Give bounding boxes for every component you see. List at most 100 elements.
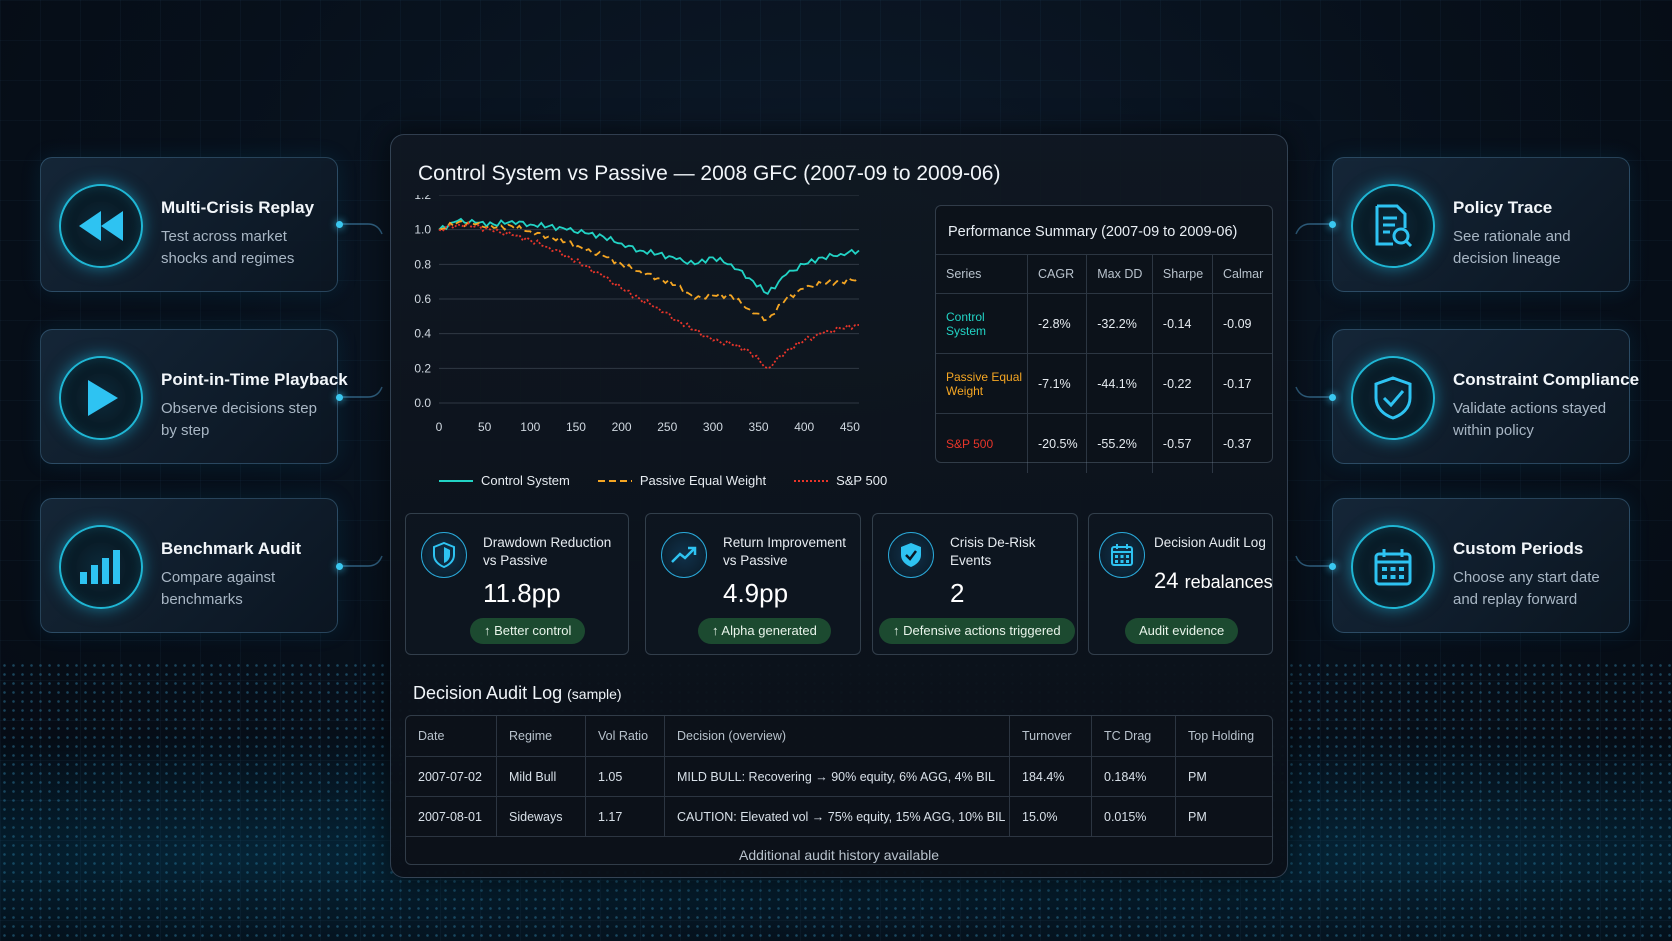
kpi-badge: ↑ Alpha generated [698,618,831,644]
additional-history-link[interactable]: Additional audit history available [406,836,1272,864]
shield-check-icon [888,532,934,578]
line-chart: 0.0 0.2 0.4 0.6 0.8 1.0 1.2 0 50 100 150 200 250 300 3… [414,195,860,434]
column-header: Regime [496,716,586,757]
kpi-label: Crisis De-Risk Events [950,535,1036,568]
feature-card-point-in-time-playback[interactable]: Point-in-Time Playback Observe decisions… [40,329,348,464]
series-line-control-system [438,217,860,295]
feature-title: Constraint Compliance [1453,370,1640,389]
kpi-value: 11.8pp [483,578,561,608]
x-tick-label: 250 [657,420,677,434]
table-header-row: Date Regime Vol Ratio Decision (overview… [406,716,1272,757]
table-row[interactable]: 2007-08-01 Sideways 1.17 CAUTION: Elevat… [406,796,1272,836]
tc-drag-cell: 0.184% [1091,756,1176,797]
feature-description: Validate actions stayed within policy [1453,400,1607,439]
legend-label: Control System [481,473,570,488]
feature-title: Point-in-Time Playback [161,370,348,389]
performance-table: Series CAGR Max DD Sharpe Calmar Control… [936,254,1272,473]
y-tick-label: 0.4 [414,327,431,341]
feature-card-constraint-compliance[interactable]: Constraint Compliance Validate actions s… [1332,329,1639,464]
feature-description: Choose any start date and replay forward [1453,569,1600,608]
x-tick-label: 100 [520,420,540,434]
vol-ratio-cell: 1.17 [585,796,665,836]
x-tick-label: 400 [794,420,814,434]
table-row: S&P 500 -20.5% -55.2% -0.57 -0.37 [936,413,1272,473]
cagr-cell: -2.8% [1026,293,1087,354]
shield-check-icon [1351,356,1435,440]
shield-icon [421,532,467,578]
series-line-s-p-500 [438,221,860,370]
feature-card-multi-crisis-replay[interactable]: Multi-Crisis Replay Test across market s… [40,157,338,292]
kpi-badge: ↑ Better control [470,618,586,644]
calmar-cell: -0.09 [1211,293,1272,354]
audit-log-title: Decision Audit Log (sample) [413,683,622,703]
right-connectors [1295,223,1334,567]
date-cell: 2007-08-01 [406,796,497,836]
series-name: S&P 500 [936,413,1028,473]
kpi-card-crisis-derisk: Crisis De-Risk Events 2 ↑ Defensive acti… [872,513,1078,655]
kpi-card-return-improvement: Return Improvement vs Passive 4.9pp ↑ Al… [645,513,861,655]
decision-cell: MILD BULL: Recovering → 90% equity, 6% A… [664,756,1010,797]
kpi-label: Decision Audit Log [1154,535,1266,550]
connector-dot [336,563,343,570]
x-tick-label: 450 [840,420,860,434]
trend-up-icon [661,532,707,578]
maxdd-cell: -55.2% [1086,413,1153,473]
column-header: Calmar [1211,254,1272,294]
kpi-badge: ↑ Defensive actions triggered [879,618,1075,644]
column-header: Max DD [1086,254,1153,294]
document-search-icon [1351,184,1435,268]
y-tick-label: 1.0 [414,223,431,237]
feature-title: Benchmark Audit [161,539,302,558]
left-connectors [340,223,383,567]
column-header: Vol Ratio [585,716,665,757]
regime-cell: Mild Bull [496,756,586,797]
calendar-icon [1351,525,1435,609]
audit-log-table: Date Regime Vol Ratio Decision (overview… [405,715,1273,865]
x-tick-label: 50 [478,420,492,434]
connector-dot [1329,221,1336,228]
y-tick-label: 1.2 [414,195,431,202]
x-tick-label: 200 [612,420,632,434]
y-tick-label: 0.6 [414,292,431,306]
feature-description: Compare against benchmarks [161,569,276,608]
vol-ratio-cell: 1.05 [585,756,665,797]
column-header: Series [936,254,1028,294]
kpi-card-decision-audit-log: Decision Audit Log 24 rebalances Audit e… [1088,513,1273,655]
legend-label: S&P 500 [836,473,888,488]
feature-card-custom-periods[interactable]: Custom Periods Choose any start date and… [1332,498,1630,633]
kpi-badge: Audit evidence [1125,618,1239,644]
column-header: Top Holding [1175,716,1272,757]
feature-card-policy-trace[interactable]: Policy Trace See rationale and decision … [1332,157,1630,292]
table-row: Passive Equal Weight -7.1% -44.1% -0.22 … [936,353,1272,414]
cagr-cell: -20.5% [1026,413,1087,473]
table-row[interactable]: 2007-07-02 Mild Bull 1.05 MILD BULL: Rec… [406,756,1272,797]
x-tick-label: 0 [436,420,443,434]
legend-label: Passive Equal Weight [639,473,767,488]
kpi-card-drawdown-reduction: Drawdown Reduction vs Passive 11.8pp ↑ B… [405,513,629,655]
calmar-cell: -0.37 [1211,413,1272,473]
legend-item-control: Control System [439,473,570,488]
x-tick-label: 350 [749,420,769,434]
x-tick-label: 300 [703,420,723,434]
table-header-row: Series CAGR Max DD Sharpe Calmar [936,254,1272,294]
kpi-label: Drawdown Reduction vs Passive [483,535,612,568]
cagr-cell: -7.1% [1026,353,1087,414]
feature-description: Observe decisions step by step [161,400,317,439]
top-holding-cell: PM [1175,796,1272,836]
turnover-cell: 184.4% [1009,756,1092,797]
top-holding-cell: PM [1175,756,1272,797]
connector-dot [336,394,343,401]
main-panel: Control System vs Passive — 2008 GFC (20… [390,134,1288,878]
connector-dot [1329,394,1336,401]
kpi-value: 24 rebalances [1154,568,1273,593]
decision-cell: CAUTION: Elevated vol → 75% equity, 15% … [664,796,1010,836]
connector-dot [336,221,343,228]
y-tick-label: 0.0 [414,396,431,410]
feature-title: Policy Trace [1453,198,1553,217]
feature-card-benchmark-audit[interactable]: Benchmark Audit Compare against benchmar… [40,498,338,633]
turnover-cell: 15.0% [1009,796,1092,836]
kpi-value: 4.9pp [723,578,789,608]
feature-title: Multi-Crisis Replay [161,198,315,217]
y-tick-label: 0.2 [414,361,431,375]
series-name: Passive Equal Weight [936,353,1028,414]
